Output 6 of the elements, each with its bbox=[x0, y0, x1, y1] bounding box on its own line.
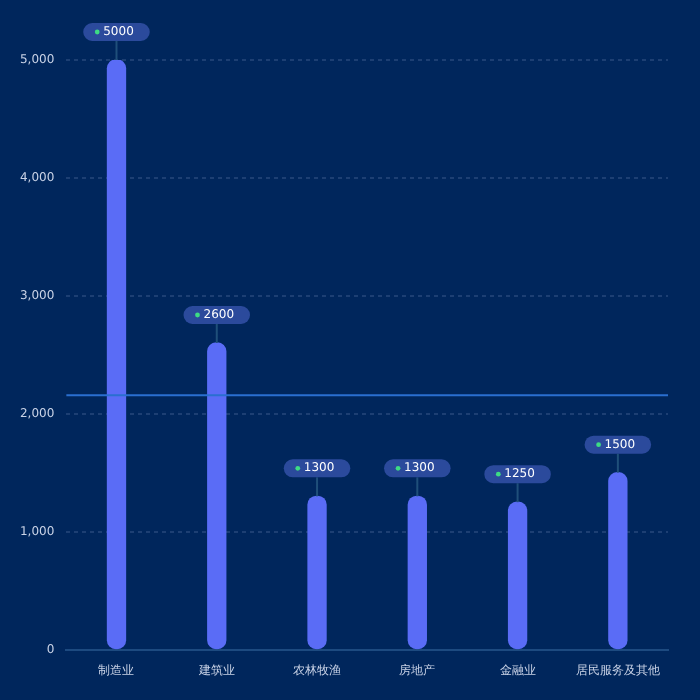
bar bbox=[207, 342, 227, 650]
bar bbox=[507, 501, 528, 650]
bar bbox=[608, 472, 628, 650]
bar bbox=[407, 495, 427, 650]
bar bbox=[106, 60, 127, 650]
bar bbox=[307, 495, 327, 650]
